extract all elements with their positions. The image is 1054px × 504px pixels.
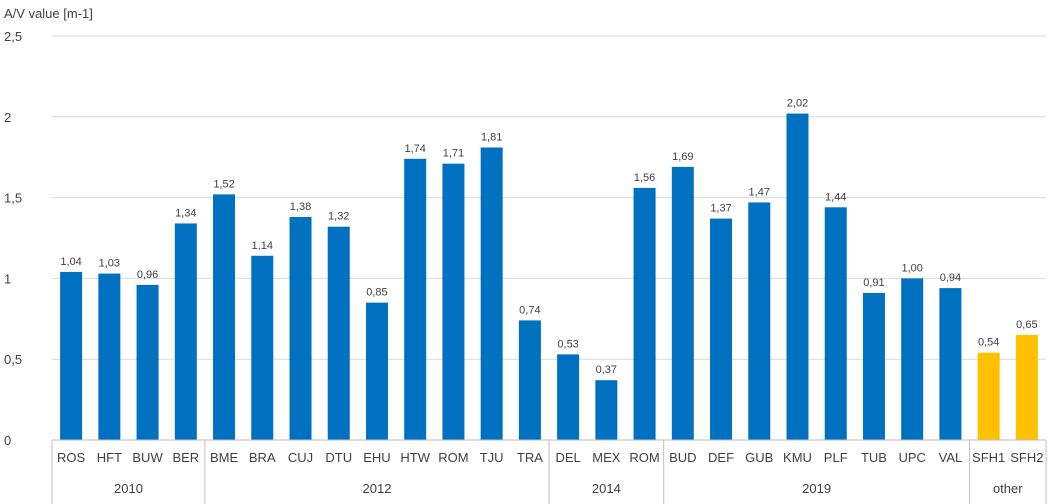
bar [60, 271, 83, 440]
group-label: 2014 [592, 481, 621, 496]
data-label: 0,85 [366, 287, 387, 299]
x-tick-label: ROS [57, 450, 86, 465]
bar [480, 147, 503, 440]
x-tick-label: BUD [669, 450, 696, 465]
x-tick-label: ROM [438, 450, 468, 465]
data-label: 0,94 [940, 272, 961, 284]
x-tick-label: DTU [325, 450, 352, 465]
bar [824, 207, 847, 440]
y-tick-label: 0,5 [4, 352, 22, 367]
bar [518, 320, 541, 440]
data-label: 1,03 [99, 258, 120, 270]
group-label: 2010 [114, 481, 143, 496]
bar [174, 223, 197, 440]
x-tick-label: GUB [745, 450, 773, 465]
bars [60, 113, 1038, 441]
bar [442, 163, 465, 440]
data-label: 0,53 [557, 338, 578, 350]
x-tick-label: HFT [97, 450, 122, 465]
bar [404, 158, 427, 441]
x-tick-label: BME [210, 450, 239, 465]
bar [862, 292, 885, 440]
bar [557, 354, 580, 440]
data-label: 0,65 [1016, 319, 1037, 331]
bar [213, 194, 236, 440]
data-label: 0,96 [137, 269, 158, 281]
data-label: 1,14 [252, 240, 273, 252]
x-tick-label: TUB [861, 450, 887, 465]
bar [786, 113, 809, 441]
x-tick-label: SFH1 [972, 450, 1005, 465]
x-tick-label: VAL [939, 450, 963, 465]
data-label: 1,32 [328, 211, 349, 223]
bar [289, 216, 312, 440]
data-label: 1,56 [634, 172, 655, 184]
x-tick-label: MEX [592, 450, 621, 465]
bar [98, 273, 121, 440]
x-tick-label: BER [172, 450, 199, 465]
x-tick-label: ROM [629, 450, 659, 465]
bar [136, 284, 159, 440]
y-tick-label: 1 [4, 271, 11, 286]
group-label: other [993, 481, 1023, 496]
x-tick-label: DEL [555, 450, 580, 465]
bar [327, 226, 350, 440]
y-axis-title: A/V value [m-1] [4, 6, 93, 21]
x-axis: ROS HFT BUW BER BME BRA CUJ DTU EHU HTW ROM TJU TRA D… [51, 439, 1047, 504]
data-label: 1,47 [749, 186, 770, 198]
x-tick-label: EHU [363, 450, 390, 465]
group-label: 2019 [802, 481, 831, 496]
data-label: 0,91 [863, 277, 884, 289]
x-tick-label: HTW [400, 450, 430, 465]
x-tick-label: SFH2 [1010, 450, 1043, 465]
x-tick-label: TRA [517, 450, 543, 465]
x-tick-label: UPC [898, 450, 925, 465]
data-label: 0,74 [519, 304, 540, 316]
x-tick-label: BRA [249, 450, 276, 465]
bar [939, 288, 962, 440]
gridlines [52, 35, 1046, 360]
data-label: 1,00 [901, 262, 922, 274]
data-label: 1,38 [290, 201, 311, 213]
data-label: 1,52 [213, 178, 234, 190]
data-label: 1,71 [443, 148, 464, 160]
data-label: 1,44 [825, 191, 846, 203]
y-tick-labels: 0 0,5 1 1,5 2 2,5 [4, 29, 22, 448]
data-label: 1,04 [60, 256, 81, 268]
data-label: 1,69 [672, 151, 693, 163]
x-tick-label: PLF [824, 450, 848, 465]
y-tick-label: 2,5 [4, 29, 22, 44]
bar [251, 255, 274, 440]
y-tick-label: 1,5 [4, 191, 22, 206]
x-tick-label: KMU [783, 450, 812, 465]
data-label: 1,74 [404, 143, 425, 155]
data-label: 1,37 [710, 203, 731, 215]
bar [671, 166, 694, 440]
data-label: 1,81 [481, 132, 502, 144]
bar [595, 380, 618, 440]
data-label: 0,54 [978, 337, 999, 349]
y-tick-label: 2 [4, 110, 11, 125]
data-labels: 1,04 1,03 0,96 1,34 1,52 1,14 1,38 1,32 0,85 1,74… [60, 98, 1037, 377]
x-tick-label: TJU [480, 450, 504, 465]
y-tick-label: 0 [4, 433, 11, 448]
x-tick-label: CUJ [288, 450, 313, 465]
bar [365, 302, 388, 440]
bar [710, 218, 733, 440]
data-label: 1,34 [175, 207, 196, 219]
data-label: 2,02 [787, 98, 808, 110]
bar [977, 352, 1000, 440]
x-tick-label: DEF [708, 450, 734, 465]
bar [748, 202, 771, 440]
bar [633, 187, 656, 440]
x-tick-label: BUW [132, 450, 163, 465]
bar [901, 278, 924, 440]
bar [1015, 334, 1038, 440]
data-label: 0,37 [596, 364, 617, 376]
group-label: 2012 [363, 481, 392, 496]
